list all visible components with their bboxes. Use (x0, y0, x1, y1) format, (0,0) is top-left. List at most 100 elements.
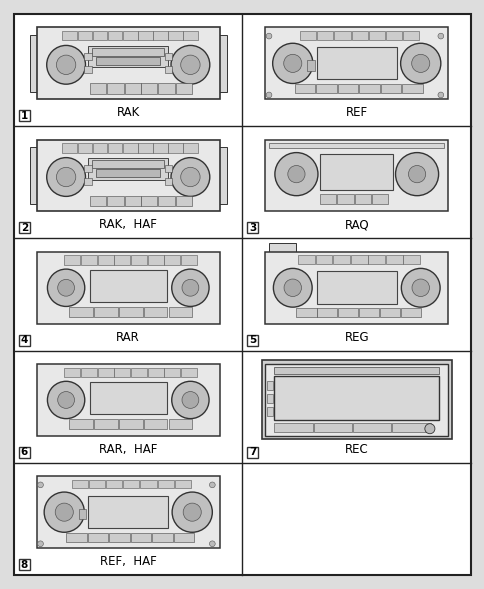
Text: 6: 6 (21, 447, 28, 457)
Circle shape (38, 482, 43, 488)
Bar (92, 143, 107, 153)
Bar (77, 143, 92, 153)
Bar (294, 84, 315, 93)
Bar (217, 147, 227, 204)
Bar (351, 31, 367, 39)
Text: 2: 2 (21, 223, 28, 233)
Bar (183, 143, 197, 153)
Text: REC: REC (344, 443, 368, 456)
Bar (274, 367, 438, 374)
Bar (402, 31, 419, 39)
Bar (81, 256, 97, 265)
Circle shape (395, 153, 438, 196)
Bar (107, 143, 122, 153)
Bar (131, 368, 147, 377)
Bar (401, 84, 422, 93)
Bar (296, 308, 316, 317)
Circle shape (437, 92, 443, 98)
Bar (114, 256, 130, 265)
Bar (173, 533, 194, 542)
Bar (19, 335, 30, 346)
Bar (93, 419, 117, 429)
Circle shape (44, 492, 84, 532)
Bar (37, 364, 219, 436)
Bar (107, 196, 123, 207)
Bar (109, 533, 130, 542)
Bar (106, 480, 122, 488)
Bar (90, 382, 166, 414)
Bar (368, 31, 384, 39)
Bar (265, 28, 447, 100)
Bar (333, 256, 349, 264)
Bar (107, 84, 123, 94)
Bar (37, 140, 219, 211)
Bar (138, 143, 152, 153)
Bar (131, 256, 147, 265)
Bar (90, 270, 166, 302)
Circle shape (424, 423, 434, 434)
Bar (30, 147, 39, 204)
Bar (217, 35, 227, 92)
Bar (392, 423, 430, 432)
Bar (97, 368, 113, 377)
Bar (274, 376, 438, 420)
Bar (148, 368, 164, 377)
Text: REF: REF (345, 106, 367, 119)
Circle shape (272, 43, 312, 84)
Text: 7: 7 (249, 447, 256, 457)
Bar (119, 307, 142, 317)
Bar (300, 31, 316, 39)
Bar (69, 307, 92, 317)
Bar (261, 360, 451, 439)
Bar (181, 368, 197, 377)
Bar (64, 256, 80, 265)
Bar (316, 270, 396, 303)
Bar (316, 84, 336, 93)
Bar (107, 31, 122, 41)
Circle shape (273, 269, 312, 307)
Bar (62, 31, 77, 41)
Bar (168, 307, 192, 317)
Bar (19, 223, 30, 233)
Bar (66, 533, 87, 542)
Bar (138, 31, 152, 41)
Bar (164, 256, 180, 265)
Bar (88, 46, 168, 68)
Bar (158, 84, 175, 94)
Bar (319, 154, 393, 190)
Bar (359, 308, 378, 317)
Bar (367, 256, 384, 264)
Circle shape (182, 279, 198, 296)
Circle shape (400, 43, 440, 84)
Circle shape (401, 269, 439, 307)
Bar (37, 477, 219, 548)
Bar (123, 480, 139, 488)
Circle shape (283, 54, 301, 72)
Circle shape (411, 279, 428, 296)
Bar (148, 256, 164, 265)
Circle shape (209, 541, 215, 547)
Circle shape (171, 45, 210, 84)
Bar (164, 368, 180, 377)
Bar (93, 307, 117, 317)
Bar (69, 419, 92, 429)
Circle shape (47, 381, 85, 419)
Bar (141, 196, 157, 207)
Bar (90, 84, 106, 94)
Bar (152, 533, 172, 542)
Circle shape (172, 492, 212, 532)
Bar (247, 447, 258, 458)
Bar (79, 508, 86, 519)
Circle shape (408, 166, 425, 183)
Bar (165, 65, 172, 72)
Bar (247, 223, 258, 233)
Circle shape (171, 158, 210, 196)
Bar (72, 480, 88, 488)
Bar (92, 160, 164, 168)
Text: 3: 3 (249, 223, 256, 233)
Bar (265, 364, 447, 436)
Text: RAK,  HAF: RAK, HAF (99, 219, 157, 231)
Circle shape (274, 153, 318, 196)
Bar (90, 196, 106, 207)
Text: 5: 5 (249, 335, 256, 345)
